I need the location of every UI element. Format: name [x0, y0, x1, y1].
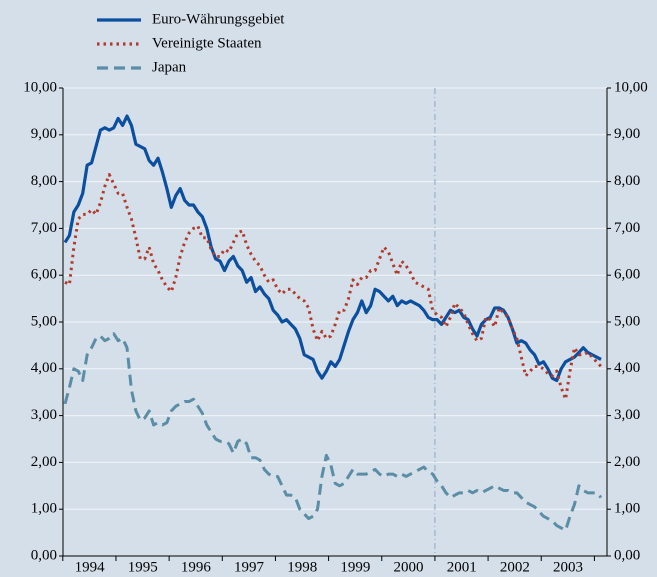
- y-tick-label: 6,00: [31, 267, 57, 283]
- x-tick-label: 1998: [287, 559, 317, 575]
- y-tick-label: 1,00: [31, 501, 57, 517]
- y2-tick-label: 9,00: [614, 126, 640, 142]
- series-line: [63, 332, 603, 532]
- legend-label: Vereinigte Staaten: [152, 35, 262, 51]
- x-tick-label: 1996: [181, 559, 212, 575]
- x-tick-label: 1999: [340, 559, 370, 575]
- y2-tick-label: 10,00: [614, 79, 648, 95]
- y-tick-label: 0,00: [31, 547, 57, 563]
- y-tick-label: 10,00: [23, 79, 57, 95]
- y2-tick-label: 6,00: [614, 267, 640, 283]
- x-tick-label: 2002: [500, 559, 530, 575]
- legend-label: Euro-Währungsgebiet: [152, 11, 285, 27]
- y-tick-label: 5,00: [31, 313, 57, 329]
- y2-tick-label: 2,00: [614, 454, 640, 470]
- x-tick-label: 2003: [553, 559, 583, 575]
- y-tick-label: 3,00: [31, 407, 57, 423]
- y2-tick-label: 3,00: [614, 407, 640, 423]
- y2-tick-label: 0,00: [614, 547, 640, 563]
- y-tick-label: 4,00: [31, 360, 57, 376]
- legend-label: Japan: [152, 59, 187, 75]
- y2-tick-label: 8,00: [614, 173, 640, 189]
- y-tick-label: 2,00: [31, 454, 57, 470]
- y2-tick-label: 5,00: [614, 313, 640, 329]
- y2-tick-label: 7,00: [614, 220, 640, 236]
- x-tick-label: 2000: [394, 559, 424, 575]
- y-tick-label: 9,00: [31, 126, 57, 142]
- y2-tick-label: 4,00: [614, 360, 640, 376]
- y-tick-label: 8,00: [31, 173, 57, 189]
- x-tick-label: 1994: [75, 559, 106, 575]
- x-tick-label: 1997: [234, 559, 265, 575]
- series-line: [64, 173, 603, 401]
- y2-tick-label: 1,00: [614, 501, 640, 517]
- x-tick-label: 2001: [447, 559, 477, 575]
- x-tick-label: 1995: [128, 559, 158, 575]
- y-tick-label: 7,00: [31, 220, 57, 236]
